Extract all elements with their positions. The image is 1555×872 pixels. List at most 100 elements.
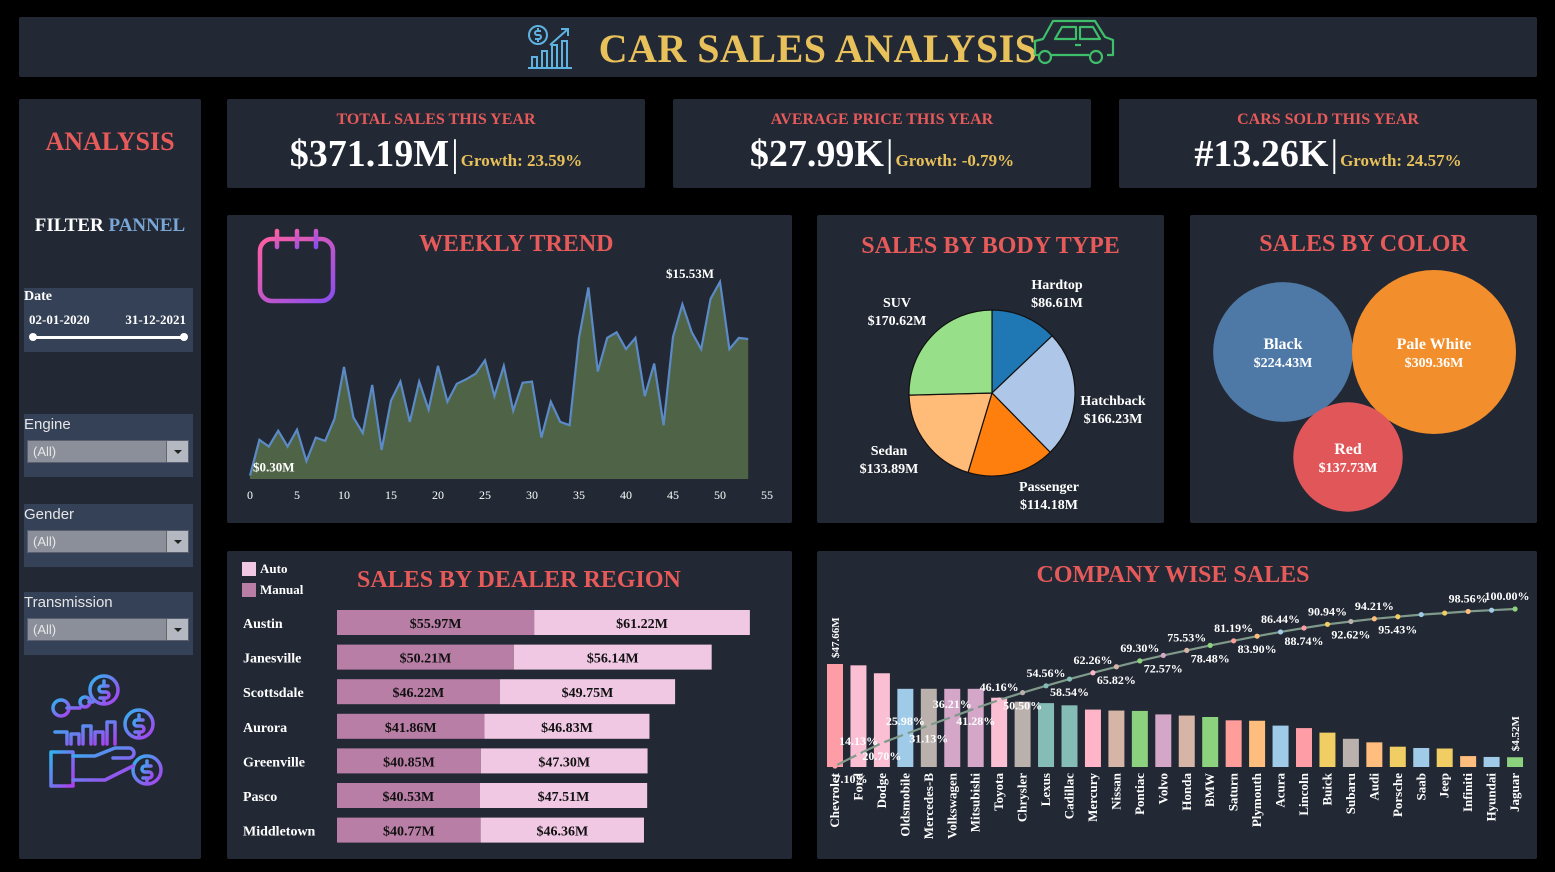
pareto-point (1301, 625, 1307, 631)
pareto-point (855, 751, 862, 757)
transmission-dropdown[interactable]: (All) (27, 618, 189, 641)
company-x-label: Lexus (1038, 773, 1053, 806)
region-bar-auto-label: $47.30M (538, 755, 590, 770)
date-end-value[interactable]: 31-12-2021 (125, 312, 186, 327)
pareto-point (1254, 633, 1260, 639)
money-hand-icon (49, 674, 163, 788)
page-title: CAR SALES ANALYSIS (598, 26, 1038, 71)
pareto-point (1090, 670, 1096, 676)
engine-filter-label: Engine (24, 416, 71, 433)
pie-label-name: Sedan (871, 444, 908, 459)
gender-filter: Gender (All) (24, 504, 193, 567)
pareto-point (1489, 607, 1495, 613)
pareto-percent-label: 65.82% (1097, 673, 1136, 687)
company-bar-pontiac (1131, 710, 1148, 767)
date-range-slider[interactable] (32, 336, 185, 339)
company-bar-honda (1178, 715, 1195, 767)
pareto-point (973, 705, 979, 711)
bubble-black (1213, 282, 1353, 422)
pareto-percent-label: 78.48% (1191, 651, 1230, 665)
legend-swatch-auto (242, 562, 256, 576)
bubble-pale-white (1352, 270, 1516, 434)
region-bar-auto-label: $61.22M (616, 617, 668, 632)
company-x-label: Buick (1319, 772, 1334, 805)
region-bar-manual (337, 817, 481, 843)
gender-dropdown[interactable]: (All) (27, 530, 189, 553)
company-bar-saab (1413, 747, 1430, 767)
pareto-point (1231, 638, 1237, 644)
gender-dropdown-value: (All) (33, 534, 57, 549)
trend-x-tick: 15 (385, 488, 397, 502)
company-x-label: Nissan (1108, 772, 1123, 810)
pareto-percent-label: 75.53% (1167, 630, 1206, 644)
company-x-label: Audi (1366, 773, 1381, 801)
filter-title-word: FILTER (34, 215, 104, 236)
company-x-label: Lincoln (1296, 772, 1311, 815)
company-x-label: Pontiac (1132, 773, 1147, 815)
kpi-growth: Growth: 24.57% (1340, 151, 1462, 170)
kpi-label: CARS SOLD THIS YEAR (1237, 111, 1419, 128)
company-x-label: Jaguar (1507, 773, 1522, 812)
pareto-percent-label: 83.90% (1238, 642, 1277, 656)
pareto-percent-label: 58.54% (1050, 685, 1089, 699)
dealer-region-title: SALES BY DEALER REGION (357, 567, 681, 593)
chevron-down-icon[interactable] (166, 441, 188, 462)
car-icon (1033, 19, 1115, 65)
chevron-down-icon[interactable] (166, 531, 188, 552)
dealer-region-panel: Auto Manual SALES BY DEALER REGION Austi… (227, 551, 792, 859)
trend-x-tick: 0 (247, 488, 253, 502)
pareto-point (1277, 629, 1284, 635)
region-bar-manual-label: $40.85M (383, 755, 435, 770)
pie-label-value: $166.23M (1084, 412, 1143, 427)
pareto-percent-label: 86.44% (1261, 612, 1300, 626)
company-bar-hyundai (1483, 756, 1500, 767)
date-slider-end-handle[interactable] (180, 333, 188, 341)
pareto-percent-label: 20.70% (862, 749, 901, 763)
date-start-value[interactable]: 02-01-2020 (29, 312, 90, 327)
pareto-point (1066, 676, 1073, 682)
date-filter-label: Date (24, 289, 52, 304)
region-bar-manual (337, 644, 514, 670)
company-bar-acura (1272, 725, 1289, 767)
company-bar-dodge (873, 673, 890, 767)
region-bar-manual-label: $55.97M (410, 617, 462, 632)
pie-slice-hardtop (991, 309, 1053, 395)
company-bar-lexus (1038, 703, 1055, 767)
company-bar-porsche (1389, 746, 1406, 767)
engine-dropdown[interactable]: (All) (27, 440, 189, 463)
company-x-label: Cadillac (1062, 773, 1077, 819)
region-label: Aurora (243, 721, 287, 736)
trend-x-tick: 45 (667, 488, 679, 502)
region-label: Pasco (243, 790, 277, 805)
trend-x-tick: 30 (526, 488, 538, 502)
company-bar-value-label: $4.52M (1510, 715, 1522, 751)
pareto-line (834, 607, 1516, 767)
company-x-label: Plymouth (1249, 772, 1264, 827)
kpi-cars-sold: CARS SOLD THIS YEAR #13.26K| Growth: 24.5… (1119, 99, 1537, 188)
kpi-label: TOTAL SALES THIS YEAR (336, 111, 536, 128)
region-bar-auto (513, 644, 712, 670)
chevron-down-icon[interactable] (166, 619, 188, 640)
date-slider-start-handle[interactable] (29, 333, 37, 341)
company-x-label: Volvo (1155, 773, 1170, 804)
pareto-point (1137, 658, 1143, 664)
pareto-percent-label: 90.94% (1308, 604, 1347, 618)
weekly-trend-title: WEEKLY TREND (419, 231, 614, 257)
pareto-percent-label: 95.43% (1378, 623, 1417, 637)
region-label: Austin (243, 617, 283, 632)
company-pareto-chart: Chevrolet Ford Dodge Oldsmobile Mercedes-B Vo… (827, 589, 1530, 839)
pareto-point (996, 697, 1002, 703)
region-bar-auto (534, 610, 750, 635)
filter-sidebar: ANALYSIS FILTER PANNEL Date 02-01-2020 3… (19, 99, 201, 859)
calendar-icon (257, 228, 336, 304)
pareto-point (1348, 618, 1354, 625)
company-bar-mercury (1084, 709, 1101, 767)
pareto-percent-label: 7.10% (835, 772, 868, 786)
body-type-panel: SALES BY BODY TYPE Hardtop $86.61M Hatchba… (817, 215, 1164, 523)
kpi-growth: Growth: 23.59% (460, 151, 583, 170)
company-x-label: Volkswagen (944, 772, 959, 839)
pareto-point (1043, 683, 1049, 689)
bubble-red (1293, 402, 1403, 512)
company-x-label: Subaru (1343, 773, 1358, 814)
engine-dropdown-value: (All) (33, 444, 57, 459)
